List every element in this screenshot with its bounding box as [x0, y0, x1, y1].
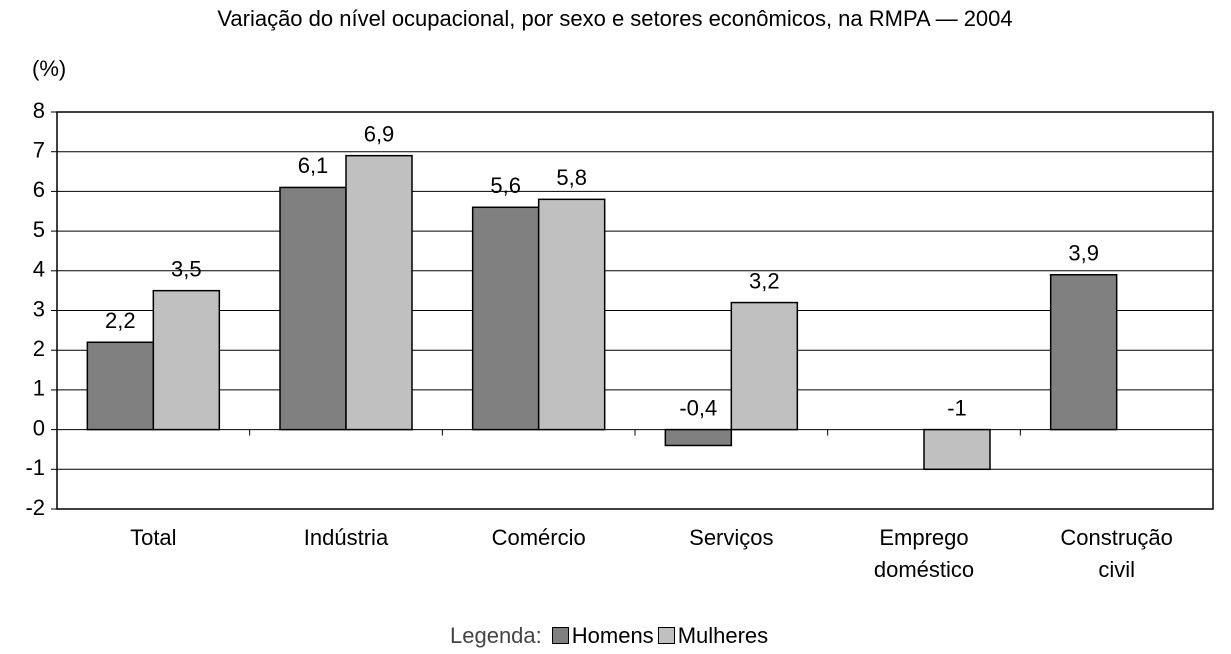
bar: [86, 341, 155, 431]
bar: [923, 428, 991, 471]
bar: [345, 154, 413, 431]
value-label: 6,1: [298, 153, 329, 178]
y-tick-label: 3: [33, 296, 45, 321]
value-label: 2,2: [105, 308, 136, 333]
bar: [664, 428, 733, 447]
value-label: 5,8: [556, 165, 587, 190]
chart-title: Variação do nível ocupacional, por sexo …: [217, 6, 1012, 31]
legend-swatch: [657, 627, 675, 644]
y-tick-label: 5: [33, 217, 45, 242]
y-axis-label: (%): [32, 56, 66, 81]
y-tick-label: 7: [33, 138, 45, 163]
plot-frame: [56, 111, 1214, 510]
y-tick-label: 2: [33, 336, 45, 361]
x-tick-label: Emprego doméstico: [873, 525, 975, 582]
x-tick-label: Indústria: [303, 525, 389, 550]
value-label: 3,2: [749, 268, 780, 293]
legend-swatch: [551, 627, 569, 644]
value-label: 3,9: [1068, 241, 1099, 266]
y-tick-label: -1: [25, 455, 45, 480]
x-tick-label: Total: [130, 525, 177, 550]
value-label: 6,9: [364, 121, 395, 146]
y-tick-label: 8: [33, 98, 45, 123]
legend-label: Mulheres: [677, 623, 769, 648]
y-tick-label: 1: [33, 376, 45, 401]
y-tick-label: 6: [33, 177, 45, 202]
x-tick-label: Serviços: [689, 525, 774, 550]
y-tick-label: -2: [25, 495, 45, 520]
bar: [730, 301, 799, 431]
bar: [152, 289, 221, 431]
x-tick-label: Comércio: [491, 525, 586, 550]
value-label: -0,4: [679, 395, 717, 420]
legend-title: Legenda:: [450, 623, 542, 648]
value-label: 3,5: [171, 256, 202, 281]
legend-label: Homens: [571, 623, 654, 648]
value-label: -1: [947, 395, 967, 420]
x-tick-label: Construção civil: [1060, 525, 1173, 582]
bar: [1049, 274, 1118, 431]
bar: [537, 198, 606, 431]
y-tick-label: 4: [33, 257, 45, 282]
bar: [279, 186, 347, 431]
bar: [471, 206, 540, 431]
value-label: 5,6: [490, 173, 521, 198]
y-tick-label: 0: [33, 415, 45, 440]
legend: Legenda: Homens Mulheres: [450, 622, 768, 650]
